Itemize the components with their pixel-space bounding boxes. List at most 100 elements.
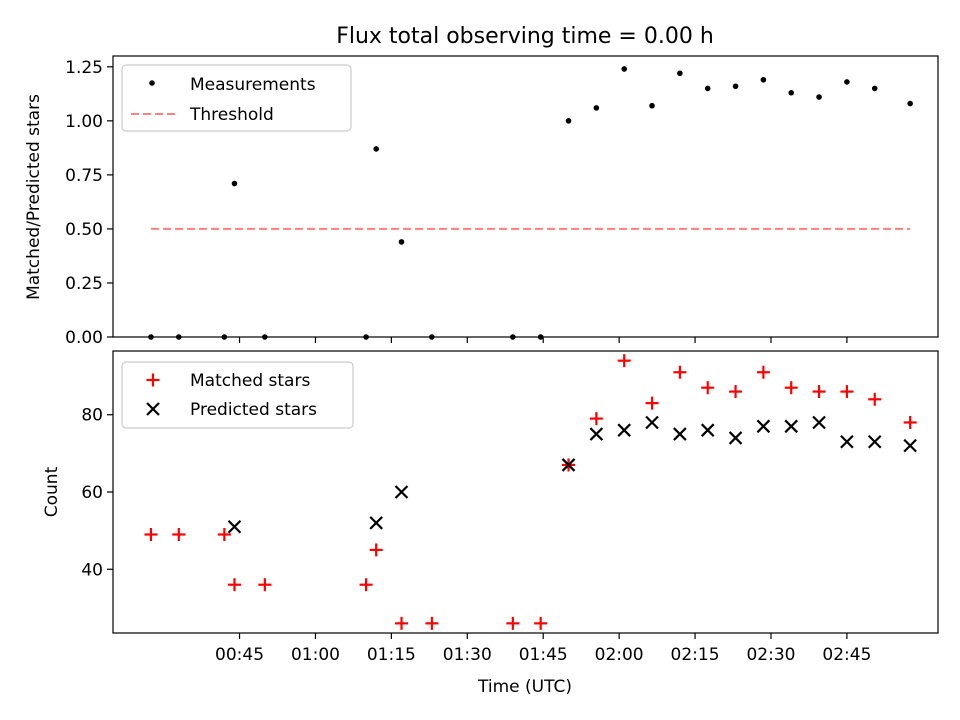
count-x-ticks: 00:45 01:00 01:15 01:30 01:45 02:00 02:15 02:30…	[215, 633, 871, 665]
measurement-point	[429, 334, 435, 340]
measurement-point	[363, 334, 369, 340]
matched-points	[144, 354, 917, 630]
matched-point	[172, 527, 186, 541]
predicted-point	[394, 485, 409, 499]
matched-point	[506, 616, 520, 630]
matched-point	[394, 616, 408, 630]
measurement-point	[677, 70, 683, 77]
measurement-point	[844, 79, 850, 85]
measurement-point	[398, 239, 405, 245]
count-legend: Matched stars Predicted stars	[121, 361, 354, 429]
x-tick-label: 02:00	[595, 645, 644, 665]
matched-point	[903, 415, 917, 429]
legend-cross-glyph	[146, 402, 160, 416]
predicted-point	[645, 415, 659, 430]
measurement-point	[565, 118, 572, 124]
x-tick-label: 01:15	[367, 645, 416, 665]
matched-point	[217, 527, 231, 541]
matched-point	[534, 616, 548, 630]
predicted-point	[784, 419, 798, 434]
matched-point	[258, 578, 272, 592]
measurement-point	[510, 334, 516, 340]
predicted-point	[700, 423, 715, 437]
ratio-y-ticks: 0.00 0.25 0.50 0.75 1.00 1.25	[65, 58, 113, 348]
ratio-legend-box	[121, 64, 352, 132]
count-legend-box	[121, 361, 354, 429]
legend-threshold-label: Threshold	[189, 105, 274, 125]
measurement-point	[621, 66, 627, 72]
measurement-point	[373, 146, 379, 152]
predicted-point	[673, 427, 687, 441]
measurement-point	[148, 334, 154, 340]
legend-predicted-marker	[146, 402, 160, 416]
x-tick-label: 00:45	[215, 645, 264, 665]
predicted-point	[812, 415, 826, 430]
predicted-point	[369, 516, 383, 530]
x-axis-label: Time (UTC)	[477, 677, 572, 697]
measurement-point	[649, 102, 655, 109]
predicted-point	[903, 438, 917, 453]
measurement-point	[788, 89, 795, 96]
count-y-tick-label: 80	[81, 406, 103, 426]
ratio-y-tick-label: 0.50	[65, 220, 103, 240]
x-tick-label: 02:45	[822, 645, 871, 665]
matched-point	[868, 392, 882, 406]
measurement-point	[231, 180, 238, 187]
ratio-y-tick-label: 0.75	[65, 166, 103, 186]
legend-measurements-marker	[149, 80, 155, 86]
matched-point	[645, 396, 659, 410]
count-y-tick-label: 60	[81, 483, 103, 503]
matched-point	[840, 385, 854, 399]
count-panel: 40 60 80 00:45 01:00 01:15 01:30 01:45 02:00 02:…	[42, 350, 939, 697]
matched-point	[756, 365, 770, 379]
matched-point	[589, 412, 603, 426]
measurement-point	[760, 76, 767, 83]
ratio-y-tick-label: 0.25	[65, 274, 103, 294]
ratio-y-tick-label: 0.00	[65, 328, 103, 348]
matched-point	[729, 385, 743, 399]
matched-point	[784, 381, 798, 395]
legend-predicted-label: Predicted stars	[190, 400, 317, 420]
measurement-point	[704, 85, 711, 92]
measurement-points	[148, 66, 913, 340]
matched-point	[369, 543, 383, 557]
measurement-point	[175, 334, 182, 340]
predicted-point	[867, 435, 882, 449]
ratio-x-ticks	[238, 337, 848, 343]
count-y-ticks: 40 60 80	[81, 406, 113, 580]
measurement-point	[262, 334, 268, 340]
legend-matched-label: Matched stars	[190, 371, 310, 391]
matched-point	[673, 365, 687, 379]
matched-point	[701, 381, 715, 395]
legend-measurements-label: Measurements	[190, 75, 316, 95]
ratio-y-tick-label: 1.25	[65, 58, 103, 78]
predicted-point	[589, 427, 604, 441]
x-tick-label: 01:30	[443, 645, 492, 665]
matched-point	[617, 354, 631, 368]
chart-title: Flux total observing time = 0.00 h	[336, 24, 714, 49]
matched-point	[227, 578, 241, 592]
matched-point	[144, 527, 158, 541]
count-y-axis-label: Count	[42, 466, 62, 517]
legend-matched-marker	[146, 373, 160, 387]
measurement-point	[593, 105, 600, 111]
x-tick-label: 02:15	[671, 645, 720, 665]
measurement-point	[537, 334, 544, 340]
measurement-point	[221, 334, 228, 340]
predicted-point	[561, 458, 576, 472]
x-tick-label: 02:30	[746, 645, 795, 665]
x-tick-label: 01:45	[519, 645, 568, 665]
x-tick-label: 01:00	[291, 645, 340, 665]
ratio-y-axis-label: Matched/Predicted stars	[24, 94, 44, 300]
matched-point	[425, 616, 439, 630]
measurement-point	[907, 100, 913, 107]
count-y-tick-label: 40	[81, 560, 103, 580]
matched-point	[812, 385, 826, 399]
predicted-point	[756, 419, 771, 434]
predicted-points	[227, 415, 917, 534]
measurement-point	[816, 94, 822, 100]
legend-plus-glyph	[146, 373, 160, 387]
measurement-point	[732, 83, 739, 90]
ratio-legend: Measurements Threshold	[121, 64, 352, 132]
